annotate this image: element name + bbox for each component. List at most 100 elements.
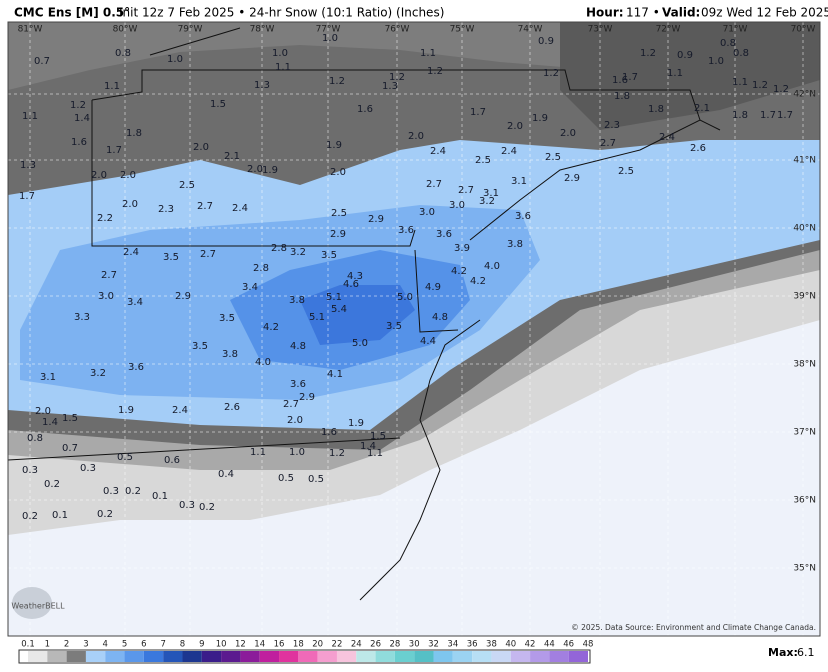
snow-value: 1.8 [732, 110, 748, 121]
colorbar-swatch [240, 651, 260, 662]
colorbar-label: 7 [160, 640, 165, 650]
snow-value: 0.1 [152, 491, 168, 502]
snow-value: 2.5 [179, 180, 195, 191]
colorbar-label: 32 [428, 640, 439, 650]
snow-value: 4.0 [255, 357, 271, 368]
colorbar-label: 8 [180, 640, 185, 650]
snow-value: 2.0 [330, 167, 346, 178]
colorbar-label: 26 [370, 640, 381, 650]
colorbar-swatch [510, 651, 531, 662]
snow-value: 1.1 [367, 448, 383, 459]
snow-value: 2.1 [224, 151, 240, 162]
snow-value: 1.0 [272, 48, 288, 59]
snow-value: 0.6 [164, 455, 180, 466]
snow-value: 0.9 [677, 50, 693, 61]
longitude-label: 81°W [18, 25, 43, 35]
snow-value: 0.8 [720, 38, 736, 49]
colorbar-label: 2 [64, 640, 69, 650]
description: Init 12z 7 Feb 2025 • 24-hr Snow (10:1 R… [119, 6, 444, 20]
snow-value: 1.1 [250, 447, 266, 458]
snow-value: 1.5 [210, 99, 226, 110]
colorbar-swatch [452, 651, 473, 662]
snow-value: 2.4 [659, 132, 675, 143]
colorbar-label: 44 [544, 640, 555, 650]
snow-value: 3.5 [321, 250, 337, 261]
snow-value: 2.7 [101, 270, 117, 281]
snow-value: 5.4 [331, 304, 347, 315]
snow-value: 4.2 [451, 266, 467, 277]
snow-value: 4.3 [347, 271, 363, 282]
colorbar-label: 48 [583, 640, 594, 650]
snow-value: 4.8 [432, 312, 448, 323]
snow-value: 3.0 [98, 291, 114, 302]
colorbar-label: 30 [409, 640, 420, 650]
snow-value: 2.7 [600, 138, 616, 149]
snow-value: 1.1 [22, 111, 38, 122]
snow-value: 3.0 [419, 207, 435, 218]
colorbar-swatch [221, 651, 241, 662]
snow-value: 2.5 [331, 208, 347, 219]
snow-value: 0.2 [97, 509, 113, 520]
colorbar-swatch [124, 651, 144, 662]
colorbar-label: 12 [235, 640, 246, 650]
snow-value: 2.0 [122, 199, 138, 210]
snow-value: 1.0 [322, 33, 338, 44]
snow-value: 1.2 [70, 100, 86, 111]
snow-value: 3.8 [289, 295, 305, 306]
snow-value: 3.6 [515, 211, 531, 222]
longitude-label: 77°W [316, 25, 341, 35]
snow-value: 2.0 [91, 170, 107, 181]
snow-value: 1.6 [612, 75, 628, 86]
colorbar-swatch [163, 651, 183, 662]
colorbar-swatch [28, 651, 48, 662]
longitude-label: 74°W [518, 25, 543, 35]
longitude-label: 76°W [385, 25, 410, 35]
snow-value: 3.2 [290, 247, 306, 258]
snow-value: 2.2 [97, 213, 113, 224]
snow-value: 2.3 [604, 120, 620, 131]
colorbar-label: 16 [274, 640, 285, 650]
colorbar-swatch [356, 651, 376, 662]
colorbar-swatch [85, 651, 106, 662]
colorbar-label: 36 [467, 640, 478, 650]
colorbar-label: 24 [351, 640, 362, 650]
colorbar-swatch [317, 651, 337, 662]
hour: 117 • [626, 6, 660, 20]
snow-value: 2.6 [224, 402, 240, 413]
snow-value: 0.3 [179, 500, 195, 511]
snow-value: 1.1 [104, 81, 120, 92]
snow-value: 1.9 [262, 165, 278, 176]
model-title: CMC Ens [M] 0.5° [14, 6, 130, 20]
colorbar-label: 28 [389, 640, 400, 650]
snow-value: 2.9 [299, 392, 315, 403]
snow-value: 1.1 [275, 62, 291, 73]
snow-value: 0.3 [22, 465, 38, 476]
colorbar-label: 14 [254, 640, 265, 650]
snow-value: 0.2 [22, 511, 38, 522]
snow-value: 1.6 [321, 427, 337, 438]
snow-value: 3.4 [127, 297, 143, 308]
snow-value: 5.0 [397, 292, 413, 303]
colorbar-swatch [394, 651, 415, 662]
snow-value: 3.1 [40, 372, 56, 383]
snow-value: 1.7 [777, 110, 793, 121]
snow-value: 5.0 [352, 338, 368, 349]
colorbar-label: 4 [103, 640, 108, 650]
snow-value: 4.8 [290, 341, 306, 352]
hour-label: Hour: [586, 6, 624, 20]
snow-value: 1.5 [370, 431, 386, 442]
snow-value: 1.3 [254, 80, 270, 91]
snow-value: 1.7 [760, 110, 776, 121]
latitude-label: 39°N [793, 292, 816, 302]
latitude-label: 37°N [793, 428, 816, 438]
map-values: 0.70.81.01.01.11.31.01.2 1.21.31.11.20.91… [19, 33, 793, 522]
colorbar-swatch [414, 651, 434, 662]
snow-value: 3.5 [386, 321, 402, 332]
snow-value: 2.4 [172, 405, 188, 416]
snow-value: 0.8 [733, 48, 749, 59]
snow-value: 2.5 [618, 166, 634, 177]
snow-value: 3.8 [507, 239, 523, 250]
snow-value: 2.0 [193, 142, 209, 153]
snow-value: 2.7 [197, 201, 213, 212]
